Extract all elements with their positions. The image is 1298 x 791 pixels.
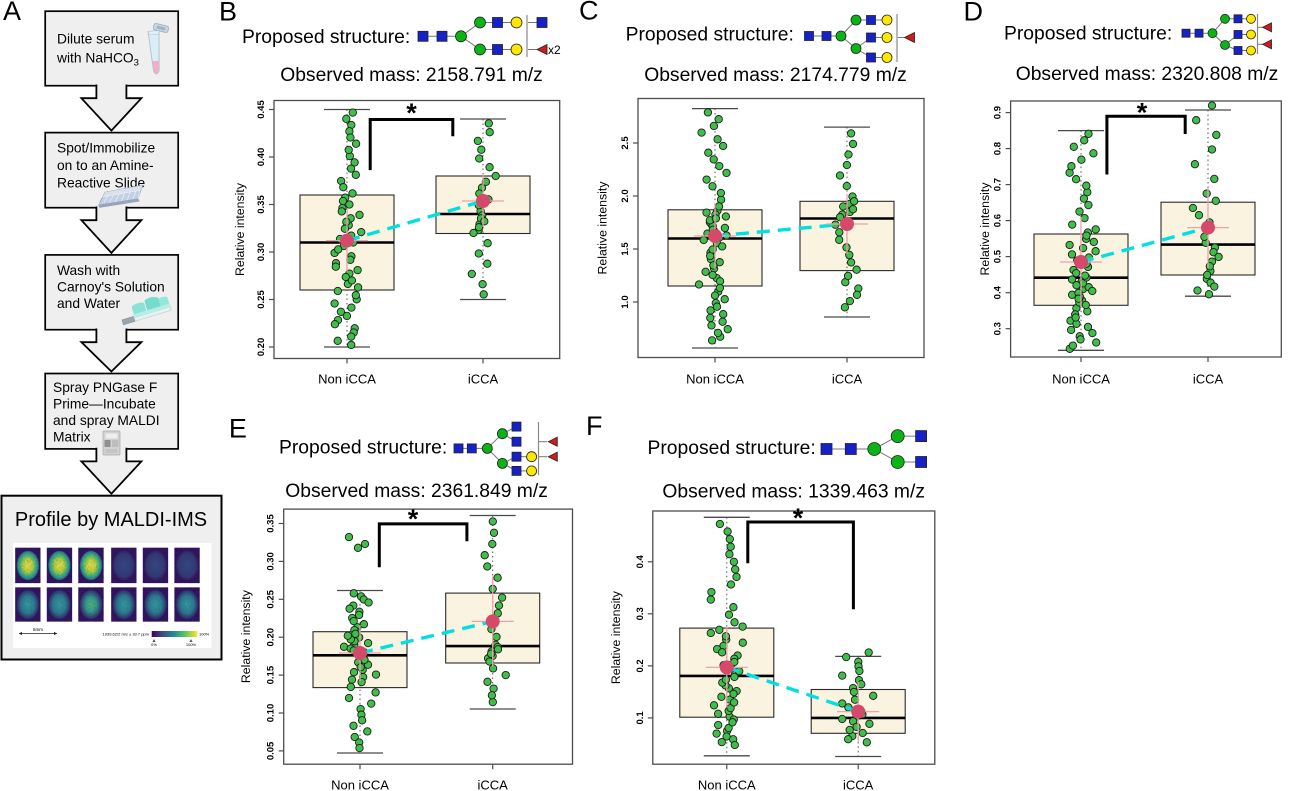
svg-text:Observed mass: 2174.779 m/z: Observed mass: 2174.779 m/z: [644, 65, 907, 86]
svg-text:0%: 0%: [151, 642, 157, 647]
svg-text:x2: x2: [548, 43, 561, 57]
svg-text:0.10: 0.10: [266, 704, 277, 723]
svg-text:and spray MALDI: and spray MALDI: [53, 413, 160, 428]
svg-text:Non iCCA: Non iCCA: [698, 778, 756, 791]
svg-text:Relative intensity: Relative intensity: [609, 590, 623, 684]
svg-text:and Water: and Water: [57, 296, 121, 311]
svg-text:1.0: 1.0: [620, 295, 631, 308]
svg-text:1.5: 1.5: [620, 242, 631, 256]
svg-text:0.35: 0.35: [256, 195, 267, 214]
svg-text:0.20: 0.20: [266, 628, 277, 647]
svg-text:Dilute serum: Dilute serum: [57, 32, 134, 47]
svg-text:Reactive Slide: Reactive Slide: [57, 176, 146, 191]
svg-text:0.05: 0.05: [266, 741, 277, 760]
svg-text:Observed mass: 1339.463 m/z: Observed mass: 1339.463 m/z: [662, 482, 925, 503]
svg-text:Proposed structure:: Proposed structure:: [242, 27, 410, 48]
svg-text:0.8: 0.8: [993, 142, 1004, 155]
svg-text:Spot/Immobilize: Spot/Immobilize: [57, 141, 155, 156]
svg-text:with NaHCO3: with NaHCO3: [56, 51, 139, 69]
svg-text:iCCA: iCCA: [843, 778, 874, 791]
svg-text:Relative intensity: Relative intensity: [239, 589, 253, 683]
svg-text:0.9: 0.9: [993, 106, 1004, 119]
svg-text:iCCA: iCCA: [478, 778, 509, 791]
svg-text:Prime—Incubate: Prime—Incubate: [53, 397, 156, 412]
svg-text:0.35: 0.35: [266, 514, 277, 533]
svg-text:Relative intensity: Relative intensity: [596, 181, 610, 275]
svg-text:A: A: [3, 0, 21, 26]
svg-text:Proposed structure:: Proposed structure:: [1004, 24, 1172, 45]
svg-text:0.45: 0.45: [256, 100, 267, 119]
svg-text:Proposed structure:: Proposed structure:: [648, 438, 816, 459]
svg-text:Proposed structure:: Proposed structure:: [626, 25, 794, 46]
svg-text:Profile by MALDI-IMS: Profile by MALDI-IMS: [15, 509, 207, 531]
svg-text:*: *: [793, 503, 804, 533]
svg-text:D: D: [964, 0, 984, 27]
svg-text:5mm: 5mm: [33, 627, 43, 632]
svg-text:100%: 100%: [199, 632, 210, 637]
svg-text:0.2: 0.2: [635, 659, 646, 672]
svg-text:iCCA: iCCA: [832, 372, 863, 387]
svg-text:0.30: 0.30: [266, 552, 277, 571]
svg-text:*: *: [1137, 98, 1148, 128]
svg-text:Wash with: Wash with: [57, 263, 120, 278]
svg-text:1939.62/2 m/z ± 33.7 ppm: 1939.62/2 m/z ± 33.7 ppm: [103, 632, 150, 637]
svg-text:on to an Amine-: on to an Amine-: [57, 158, 154, 173]
svg-text:0.30: 0.30: [256, 243, 267, 262]
svg-text:0.20: 0.20: [256, 338, 267, 357]
svg-text:Non iCCA: Non iCCA: [331, 778, 389, 791]
svg-text:Relative intensity: Relative intensity: [978, 182, 992, 276]
svg-text:0.25: 0.25: [256, 290, 267, 309]
svg-text:F: F: [586, 411, 603, 441]
svg-text:100%: 100%: [186, 642, 197, 647]
svg-text:2.5: 2.5: [620, 136, 631, 150]
svg-text:0.15: 0.15: [266, 665, 277, 684]
svg-text:*: *: [408, 504, 419, 534]
svg-text:0.4: 0.4: [635, 554, 646, 568]
svg-text:0.40: 0.40: [256, 148, 267, 167]
svg-text:Non iCCA: Non iCCA: [686, 372, 744, 387]
svg-text:Matrix: Matrix: [53, 430, 91, 445]
svg-text:*: *: [406, 98, 417, 128]
svg-text:Observed mass: 2361.849 m/z: Observed mass: 2361.849 m/z: [285, 481, 548, 502]
svg-text:0.6: 0.6: [993, 214, 1004, 227]
svg-text:iCCA: iCCA: [468, 372, 499, 387]
svg-text:0.25: 0.25: [266, 589, 277, 608]
svg-text:Observed mass: 2158.791 m/z: Observed mass: 2158.791 m/z: [280, 65, 543, 86]
svg-text:Observed mass: 2320.808 m/z: Observed mass: 2320.808 m/z: [1016, 64, 1279, 85]
svg-text:Relative intensity: Relative intensity: [233, 182, 247, 276]
svg-text:Non iCCA: Non iCCA: [1052, 372, 1110, 387]
svg-text:0.3: 0.3: [635, 607, 646, 620]
svg-text:0.5: 0.5: [993, 249, 1004, 263]
svg-text:Proposed structure:: Proposed structure:: [279, 437, 447, 458]
svg-text:0.4: 0.4: [993, 285, 1004, 299]
svg-text:Spray PNGase F: Spray PNGase F: [53, 380, 157, 395]
svg-text:0.3: 0.3: [993, 322, 1004, 335]
svg-text:iCCA: iCCA: [1193, 372, 1224, 387]
svg-text:2.0: 2.0: [620, 189, 631, 202]
svg-text:0.1: 0.1: [635, 711, 646, 725]
svg-text:C: C: [579, 0, 599, 26]
svg-text:0.7: 0.7: [993, 178, 1004, 191]
svg-text:Carnoy's Solution: Carnoy's Solution: [57, 280, 165, 295]
svg-text:E: E: [229, 414, 247, 444]
svg-text:B: B: [219, 0, 237, 26]
svg-text:Non iCCA: Non iCCA: [318, 372, 376, 387]
